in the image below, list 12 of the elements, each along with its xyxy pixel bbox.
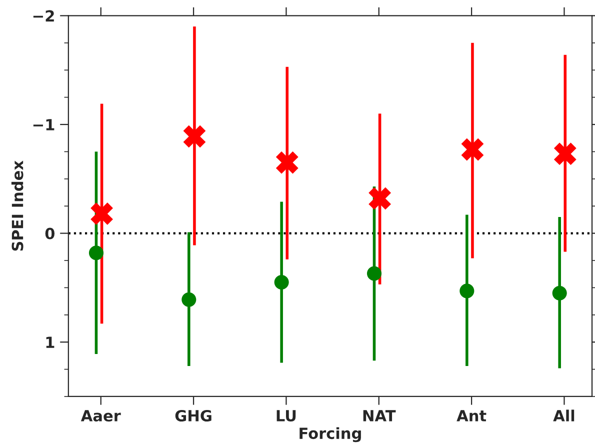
y-tick-label: −2 bbox=[33, 10, 54, 22]
x-axis-title: Forcing bbox=[300, 427, 361, 442]
x-tick-label: Aaer bbox=[80, 410, 121, 422]
y-axis-title: SPEI Index bbox=[11, 160, 24, 251]
y-tick-label: 1 bbox=[46, 336, 54, 348]
y-tick-label: 0 bbox=[45, 228, 54, 240]
x-tick-label: Ant bbox=[456, 410, 486, 422]
x-tick-label: GHG bbox=[175, 410, 212, 422]
x-tick-label: NAT bbox=[363, 410, 396, 422]
x-tick-label: LU bbox=[276, 410, 296, 422]
x-tick-label: All bbox=[553, 410, 574, 422]
y-tick-label: −1 bbox=[33, 119, 54, 130]
